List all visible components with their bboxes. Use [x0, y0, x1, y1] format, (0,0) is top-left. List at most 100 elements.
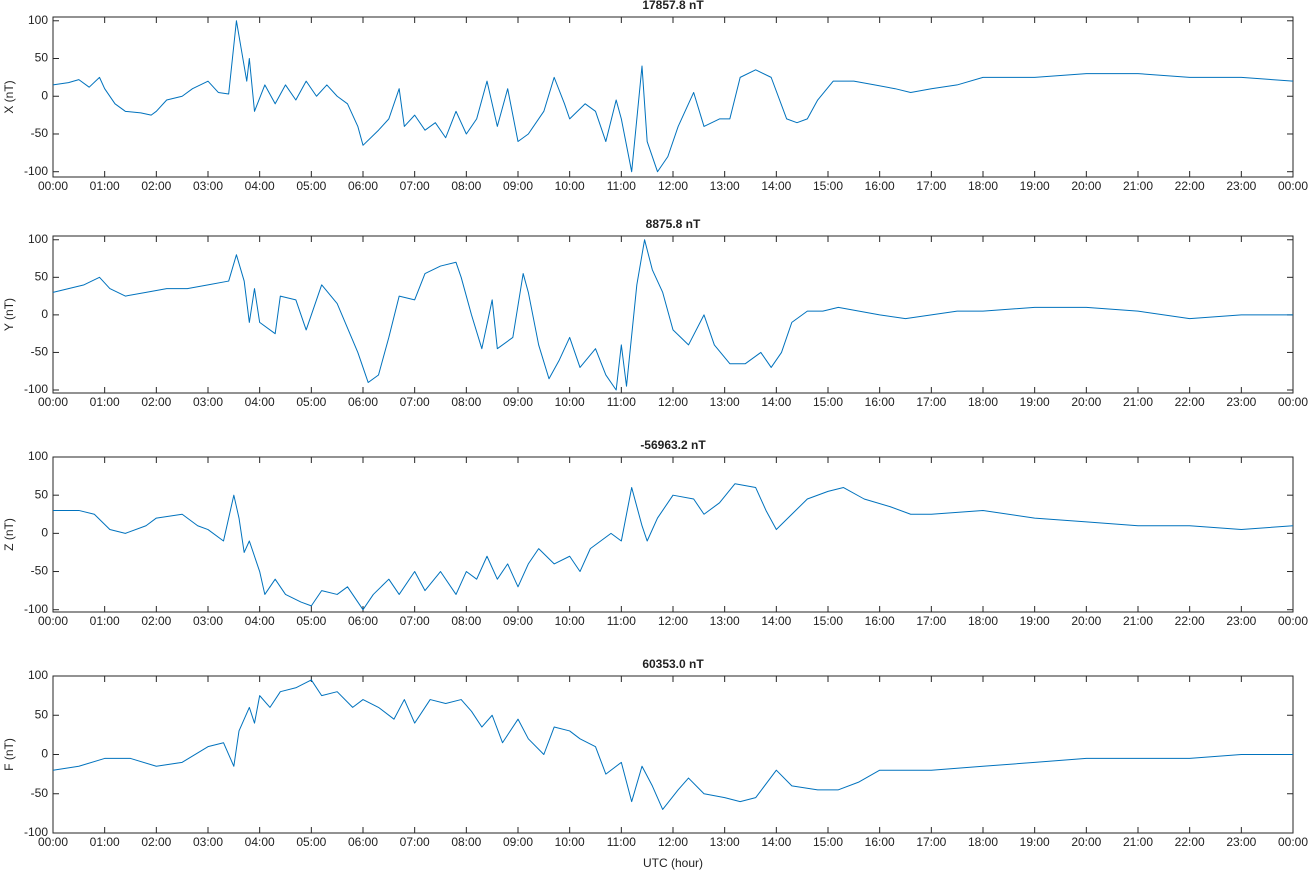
x-tick-label: 04:00 [245, 835, 275, 849]
x-tick-label: 17:00 [916, 179, 946, 193]
x-tick-label: 06:00 [348, 179, 378, 193]
x-tick-label: 03:00 [193, 395, 223, 409]
x-tick-label: 17:00 [916, 395, 946, 409]
x-tick-label: 17:00 [916, 614, 946, 628]
x-tick-label: 08:00 [451, 395, 481, 409]
data-line [52, 20, 1294, 173]
x-tick-label: 02:00 [141, 614, 171, 628]
x-tick-label: 08:00 [451, 614, 481, 628]
x-tick-label: 23:00 [1226, 179, 1256, 193]
chart-title: 60353.0 nT [642, 657, 704, 671]
y-tick-label: 0 [41, 747, 48, 761]
x-tick-label: 19:00 [1020, 835, 1050, 849]
x-tick-label: 07:00 [400, 395, 430, 409]
x-tick-label: 18:00 [968, 179, 998, 193]
x-tick-label: 06:00 [348, 835, 378, 849]
x-tick-label: 11:00 [607, 614, 636, 628]
x-tick-label: 11:00 [607, 835, 636, 849]
x-tick-label: 12:00 [658, 395, 688, 409]
x-tick-label: 12:00 [658, 835, 688, 849]
x-tick-label: 17:00 [916, 835, 946, 849]
axes-box [52, 675, 1294, 834]
y-tick-label: 100 [28, 232, 48, 246]
x-tick-label: 14:00 [761, 614, 791, 628]
y-axis-label: X (nT) [2, 80, 16, 113]
x-tick-label: 00:00 [38, 614, 68, 628]
x-tick-label: 22:00 [1175, 395, 1205, 409]
y-tick-label: 100 [28, 668, 48, 682]
y-tick-label: -100 [24, 825, 48, 839]
x-tick-label: 07:00 [400, 835, 430, 849]
x-tick-label: 05:00 [296, 179, 326, 193]
x-tick-label: 11:00 [607, 395, 636, 409]
x-tick-label: 19:00 [1020, 395, 1050, 409]
x-tick-label: 19:00 [1020, 614, 1050, 628]
x-tick-label: 12:00 [658, 179, 688, 193]
y-tick-label: -50 [31, 345, 49, 359]
x-tick-label: 08:00 [451, 835, 481, 849]
x-tick-label: 23:00 [1226, 395, 1256, 409]
x-tick-label: 00:00 [1278, 395, 1308, 409]
x-tick-label: 21:00 [1123, 179, 1153, 193]
x-tick-label: 10:00 [555, 614, 585, 628]
x-tick-label: 09:00 [503, 614, 533, 628]
x-tick-label: 03:00 [193, 835, 223, 849]
x-tick-label: 00:00 [38, 395, 68, 409]
x-tick-label: 02:00 [141, 835, 171, 849]
x-tick-label: 02:00 [141, 395, 171, 409]
y-tick-label: 100 [28, 449, 48, 463]
x-tick-label: 09:00 [503, 395, 533, 409]
x-tick-label: 04:00 [245, 395, 275, 409]
data-line [52, 239, 1293, 391]
x-tick-label: 01:00 [90, 614, 120, 628]
x-tick-label: 09:00 [503, 835, 533, 849]
x-tick-label: 03:00 [193, 179, 223, 193]
y-tick-label: -100 [24, 164, 48, 178]
x-tick-label: 11:00 [607, 179, 636, 193]
x-tick-label: 01:00 [90, 835, 120, 849]
data-line [52, 679, 1293, 810]
x-tick-label: 02:00 [141, 179, 171, 193]
chart-title: 8875.8 nT [646, 217, 701, 231]
x-tick-label: 22:00 [1175, 614, 1205, 628]
x-tick-label: 20:00 [1071, 395, 1101, 409]
subplot: 8875.8 nT Y (nT) -100 -50 0 50 100 00:00 01:00 02… [2, 217, 1308, 409]
x-tick-label: 04:00 [245, 179, 275, 193]
x-tick-label: 05:00 [296, 395, 326, 409]
axes-box [52, 235, 1294, 394]
x-tick-label: 18:00 [968, 614, 998, 628]
x-tick-label: 01:00 [90, 179, 120, 193]
subplot: 17857.8 nT X (nT) -100 -50 0 50 100 00:00 01:00 0… [2, 0, 1308, 193]
axes-box [52, 16, 1294, 178]
y-tick-label: 50 [35, 269, 49, 283]
x-tick-label: 05:00 [296, 835, 326, 849]
y-tick-label: 50 [35, 51, 49, 65]
x-tick-label: 03:00 [193, 614, 223, 628]
x-tick-label: 06:00 [348, 614, 378, 628]
y-axis-label: F (nT) [2, 738, 16, 771]
x-tick-label: 16:00 [865, 179, 895, 193]
x-tick-label: 15:00 [813, 179, 843, 193]
x-tick-label: 06:00 [348, 395, 378, 409]
x-tick-label: 15:00 [813, 395, 843, 409]
y-tick-label: -100 [24, 602, 48, 616]
x-tick-label: 10:00 [555, 395, 585, 409]
data-line [53, 483, 1294, 611]
x-tick-label: 09:00 [503, 179, 533, 193]
x-tick-label: 15:00 [813, 614, 843, 628]
x-tick-label: 10:00 [555, 179, 585, 193]
x-tick-label: 07:00 [400, 614, 430, 628]
y-tick-label: 0 [41, 307, 48, 321]
chart-title: -56963.2 nT [640, 438, 706, 452]
y-tick-label: 100 [28, 13, 48, 27]
x-tick-label: 16:00 [865, 395, 895, 409]
x-tick-label: 20:00 [1071, 614, 1101, 628]
x-tick-label: 05:00 [296, 614, 326, 628]
x-tick-label: 18:00 [968, 395, 998, 409]
y-tick-label: -100 [24, 382, 48, 396]
x-tick-label: 21:00 [1123, 835, 1153, 849]
x-tick-label: 08:00 [451, 179, 481, 193]
y-tick-label: 50 [35, 487, 49, 501]
x-tick-label: 01:00 [90, 395, 120, 409]
